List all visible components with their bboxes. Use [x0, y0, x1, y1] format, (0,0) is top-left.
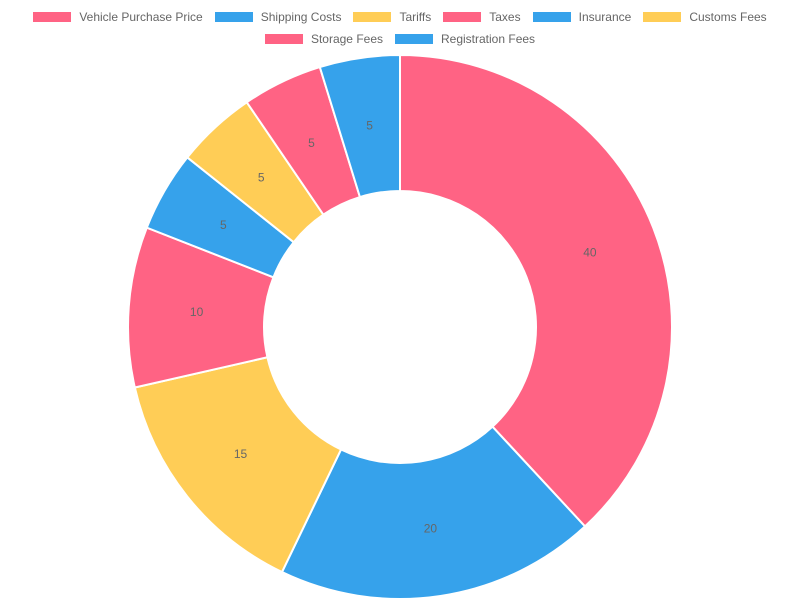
donut-slice[interactable] [280, 425, 587, 600]
donut-slice[interactable] [399, 53, 673, 528]
legend-label: Taxes [489, 10, 521, 24]
legend-swatch [443, 12, 482, 22]
legend-row: Vehicle Purchase Price Shipping Costs Tari… [0, 6, 800, 28]
legend-item[interactable]: Taxes [443, 10, 521, 24]
labels-group: 40 20 15 10 5 5 5 5 [190, 118, 597, 535]
legend-item[interactable]: Customs Fees [643, 10, 767, 24]
legend-item[interactable]: Shipping Costs [214, 10, 342, 24]
slice-value-label: 10 [190, 305, 204, 319]
donut-slice[interactable] [318, 53, 401, 199]
slice-value-label: 5 [220, 218, 227, 232]
slice-value-label: 5 [308, 136, 315, 150]
legend-item[interactable]: Insurance [532, 10, 632, 24]
legend-swatch [264, 34, 303, 44]
legend-swatch [643, 12, 682, 22]
slice-value-label: 5 [366, 118, 373, 132]
legend-item[interactable]: Tariffs [353, 10, 431, 24]
legend: Vehicle Purchase Price Shipping Costs Tari… [0, 6, 800, 50]
slice-value-label: 20 [424, 522, 438, 536]
legend-item[interactable]: Registration Fees [395, 32, 535, 46]
legend-swatch [353, 12, 392, 22]
slice-value-label: 40 [583, 245, 597, 259]
legend-label: Insurance [578, 10, 632, 24]
legend-swatch [214, 12, 253, 22]
legend-label: Tariffs [399, 10, 432, 24]
legend-label: Registration Fees [441, 32, 536, 46]
donut-slice[interactable] [133, 356, 343, 574]
legend-label: Vehicle Purchase Price [79, 10, 203, 24]
legend-item[interactable]: Storage Fees [264, 32, 383, 46]
legend-label: Shipping Costs [260, 10, 342, 24]
legend-swatch [33, 12, 72, 22]
legend-label: Storage Fees [310, 32, 383, 46]
legend-item[interactable]: Vehicle Purchase Price [33, 10, 203, 24]
slice-value-label: 15 [234, 447, 248, 461]
legend-label: Customs Fees [689, 10, 767, 24]
legend-swatch [532, 12, 571, 22]
slices-group [127, 53, 673, 600]
slice-value-label: 5 [258, 170, 265, 184]
legend-row: Storage Fees Registration Fees [0, 28, 800, 50]
legend-swatch [395, 34, 433, 44]
